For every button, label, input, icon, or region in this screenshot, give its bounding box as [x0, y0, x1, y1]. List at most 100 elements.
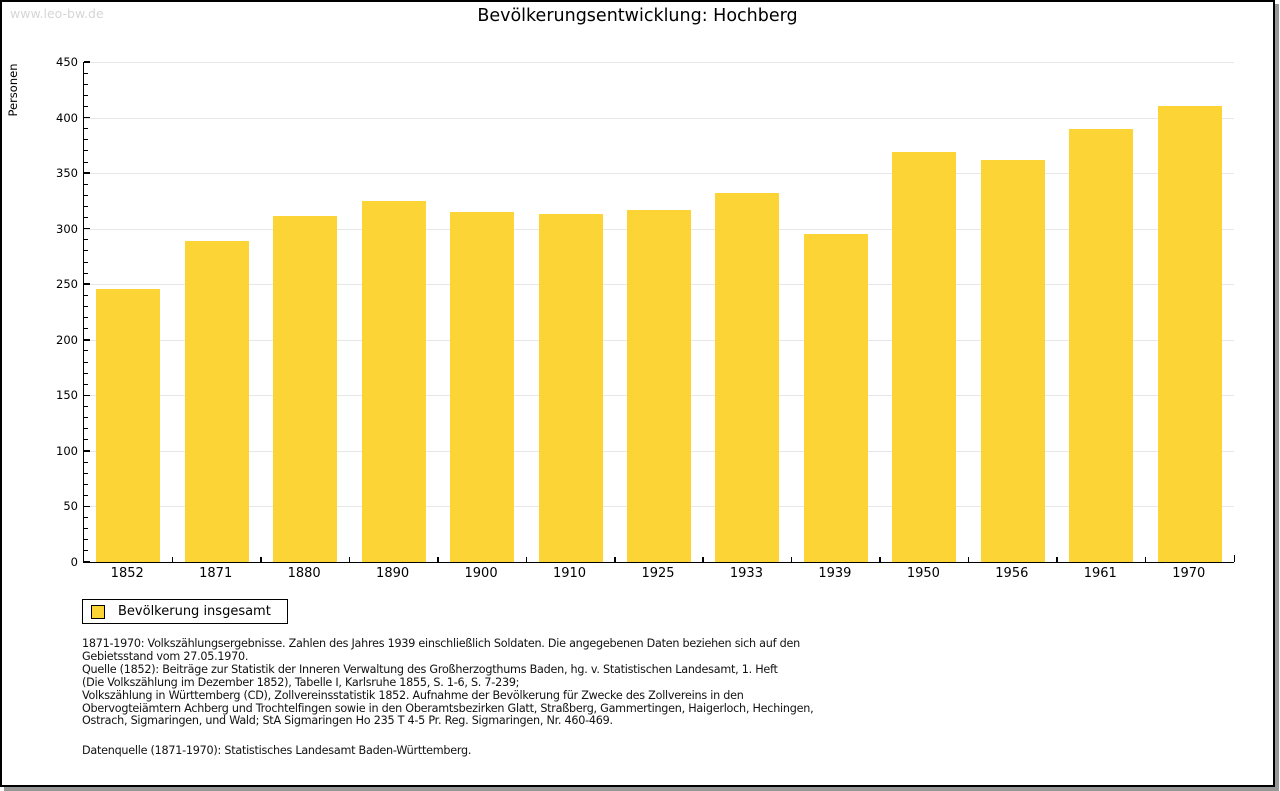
bar-1950 [892, 152, 957, 562]
y-minor-tick-360 [84, 161, 88, 163]
y-minor-tick-240 [84, 294, 88, 296]
y-minor-tick-170 [84, 372, 88, 374]
y-minor-tick-220 [84, 317, 88, 319]
bar-1939 [803, 234, 868, 562]
y-minor-tick-120 [84, 428, 88, 430]
legend: Bevölkerung insgesamt [82, 599, 288, 624]
y-minor-tick-340 [84, 183, 88, 185]
x-tick-label-1890: 1890 [376, 566, 410, 581]
y-major-tick-450 [84, 61, 90, 63]
bar-1910 [538, 214, 603, 562]
y-minor-tick-440 [84, 72, 88, 74]
x-boundary-tick-9 [879, 557, 881, 562]
x-boundary-tick-5 [525, 557, 528, 562]
y-major-tick-50 [84, 505, 90, 508]
y-minor-tick-420 [84, 94, 88, 96]
y-minor-tick-370 [84, 150, 88, 152]
y-axis-label: Personen [6, 63, 20, 117]
x-tick-label-1933: 1933 [729, 566, 763, 581]
y-minor-tick-180 [84, 361, 88, 363]
x-boundary-tick-11 [1056, 557, 1058, 562]
y-tick-label-250: 250 [56, 277, 78, 292]
legend-swatch [91, 604, 105, 619]
y-major-tick-100 [84, 450, 90, 452]
plot-area [83, 61, 1235, 563]
y-minor-tick-430 [84, 83, 88, 85]
gridline-350 [84, 173, 1234, 175]
footnote-line-6: Obervogteiämtern Achberg und Trochtelfin… [82, 701, 814, 715]
y-minor-tick-410 [84, 105, 88, 107]
x-axis-tick-labels: 1852 1871 1880 1890 1900 1910 1925 1933 1939 1950… [83, 566, 1233, 582]
x-tick-label-1950: 1950 [906, 566, 940, 581]
y-tick-label-0: 0 [70, 555, 78, 569]
x-tick-label-1900: 1900 [464, 566, 498, 581]
footnotes: 1871-1970: Volkszählungsergebnisse. Zahl… [82, 637, 814, 728]
y-minor-tick-110 [84, 439, 88, 441]
y-major-tick-200 [84, 339, 90, 341]
y-minor-tick-380 [84, 139, 88, 141]
gridline-450 [84, 62, 1234, 63]
x-tick-label-1961: 1961 [1083, 566, 1117, 581]
x-boundary-tick-4 [437, 557, 439, 562]
y-minor-tick-230 [84, 305, 88, 307]
x-boundary-tick-6 [614, 557, 616, 562]
datasource-note: Datenquelle (1871-1970): Statistisches L… [82, 744, 472, 757]
y-tick-label-400: 400 [56, 110, 78, 125]
y-minor-tick-270 [84, 261, 88, 263]
x-tick-label-1970: 1970 [1172, 566, 1206, 581]
x-boundary-tick-2 [260, 557, 262, 562]
y-tick-label-450: 450 [56, 55, 78, 69]
y-major-tick-350 [84, 172, 90, 174]
y-axis-tick-labels: 0 50 100 150 200 250 300 350 400 450 [32, 55, 83, 569]
y-major-tick-300 [84, 227, 90, 230]
footnote-line-3: Quelle (1852): Beiträge zur Statistik de… [82, 662, 778, 676]
y-tick-label-150: 150 [56, 388, 78, 403]
y-minor-tick-280 [84, 250, 88, 252]
bar-1970 [1157, 106, 1222, 562]
x-tick-label-1871: 1871 [199, 566, 233, 581]
page-title: Bevölkerungsentwicklung: Hochberg [477, 6, 798, 26]
footnote-line-4: (Die Volkszählung im Dezember 1852), Tab… [82, 675, 520, 689]
watermark: www.leo-bw.de [10, 6, 104, 21]
x-boundary-tick-3 [348, 557, 351, 562]
x-boundary-tick-10 [967, 557, 970, 562]
y-minor-tick-130 [84, 417, 88, 419]
y-minor-tick-320 [84, 205, 88, 207]
y-minor-tick-160 [84, 383, 88, 385]
x-axis-end-tick [1233, 555, 1235, 562]
y-major-tick-150 [84, 394, 90, 397]
y-minor-tick-30 [84, 528, 88, 530]
bar-1900 [450, 212, 515, 562]
bar-1933 [715, 193, 780, 562]
x-tick-label-1852: 1852 [110, 566, 144, 581]
x-boundary-tick-8 [790, 557, 793, 562]
y-minor-tick-210 [84, 328, 88, 330]
bar-1890 [361, 200, 426, 562]
x-tick-label-1939: 1939 [818, 566, 852, 581]
y-minor-tick-70 [84, 483, 88, 485]
y-minor-tick-310 [84, 217, 88, 219]
bar-1852 [96, 288, 161, 562]
y-minor-tick-90 [84, 461, 88, 463]
y-tick-label-100: 100 [56, 443, 78, 458]
x-tick-label-1925: 1925 [641, 566, 675, 581]
footnote-line-1: 1871-1970: Volkszählungsergebnisse. Zahl… [82, 637, 800, 650]
bar-1925 [627, 209, 691, 562]
footnote-line-5: Volkszählung in Württemberg (CD), Zollve… [82, 688, 744, 702]
footnote-line-7: Ostrach, Sigmaringen, und Wald; StA Sigm… [82, 714, 613, 728]
legend-label: Bevölkerung insgesamt [118, 604, 271, 619]
y-minor-tick-60 [84, 494, 88, 496]
y-minor-tick-290 [84, 239, 88, 241]
x-boundary-tick-7 [702, 557, 704, 562]
footnote-line-2: Gebietsstand vom 27.05.1970. [82, 649, 249, 663]
y-major-tick-250 [84, 283, 90, 285]
x-tick-label-1880: 1880 [287, 566, 321, 581]
y-minor-tick-260 [84, 272, 88, 274]
y-tick-label-300: 300 [56, 221, 78, 236]
y-tick-label-50: 50 [63, 499, 78, 514]
y-major-tick-0 [84, 561, 90, 563]
y-minor-tick-80 [84, 472, 88, 474]
y-minor-tick-140 [84, 405, 88, 407]
y-minor-tick-190 [84, 350, 88, 352]
